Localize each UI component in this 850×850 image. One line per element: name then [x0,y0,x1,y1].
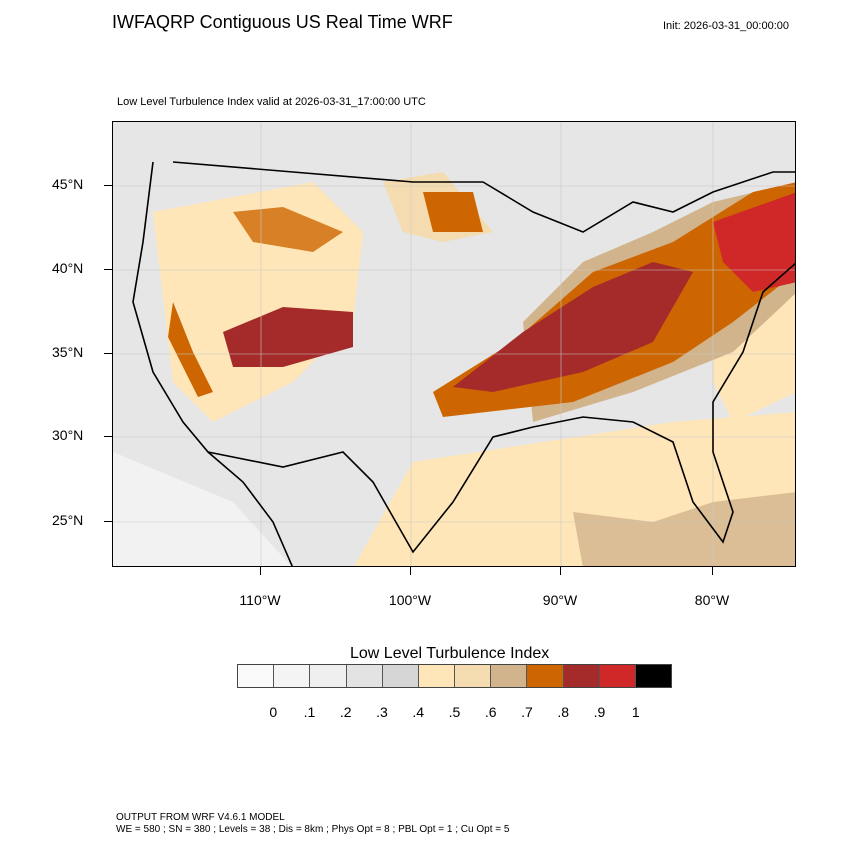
init-time: Init: 2026-03-31_00:00:00 [663,20,789,32]
colorbar-swatch [599,665,636,687]
colorbar-tick-label: .9 [593,704,606,720]
northeast-red [713,192,795,292]
colorbar-tick-label: .4 [412,704,425,720]
wyoming-orange [233,207,343,252]
lon-label-80w: 80°W [694,592,730,608]
graticule [113,122,795,566]
turbulence-map [112,121,796,567]
lat-tick [104,521,112,522]
colorbar-swatch [346,665,383,687]
colorbar-swatch [563,665,600,687]
lat-label-30n: 30°N [52,427,84,443]
colorbar-swatch [491,665,528,687]
colorbar [237,664,672,688]
colorbar-tick-label: .2 [339,704,352,720]
colorbar-swatch [274,665,311,687]
lat-label-45n: 45°N [52,176,84,192]
colorbar-tick-label: .5 [448,704,461,720]
ohio-valley-red [453,262,693,392]
pacific-field [113,452,292,566]
plot-subtitle: Low Level Turbulence Index valid at 2026… [117,96,426,108]
colorbar-swatch [382,665,419,687]
dakota-high [423,192,483,232]
coastline-borders [132,161,795,566]
lon-tick [410,567,411,575]
plot-title: IWFAQRP Contiguous US Real Time WRF [112,12,453,32]
footer-config: WE = 580 ; SN = 380 ; Levels = 38 ; Dis … [116,824,510,835]
lat-label-35n: 35°N [52,344,84,360]
colorbar-tick-label: 1 [631,704,640,720]
caribbean-field [573,492,795,566]
lat-tick [104,269,112,270]
lat-tick [104,436,112,437]
colorbar-swatch [238,665,275,687]
lon-tick [560,567,561,575]
lat-tick [104,185,112,186]
colorbar-swatch [310,665,347,687]
lon-tick [260,567,261,575]
lon-tick [712,567,713,575]
colorbar-swatch [527,665,564,687]
lat-tick [104,353,112,354]
colorbar-tick-label: .3 [376,704,388,720]
sierra-orange [168,302,213,397]
lat-label-40n: 40°N [52,260,84,276]
colorbar-swatch [635,665,672,687]
map-field [113,122,795,566]
lon-label-100w: 100°W [388,592,432,608]
lat-label-25n: 25°N [52,512,84,528]
lon-label-90w: 90°W [542,592,578,608]
colorbar-tick-label: .8 [557,704,570,720]
lon-label-110w: 110°W [239,592,281,608]
colorbar-swatch [418,665,456,687]
utah-red [223,307,353,367]
colorbar-tick-label: .6 [484,704,497,720]
colorbar-tick-label: .7 [521,704,533,720]
colorbar-swatch [455,665,492,687]
footer-model: OUTPUT FROM WRF V4.6.1 MODEL [116,812,285,823]
colorbar-tick-label: .1 [303,704,316,720]
colorbar-title: Low Level Turbulence Index [350,645,550,662]
colorbar-tick-label: 0 [269,704,278,720]
